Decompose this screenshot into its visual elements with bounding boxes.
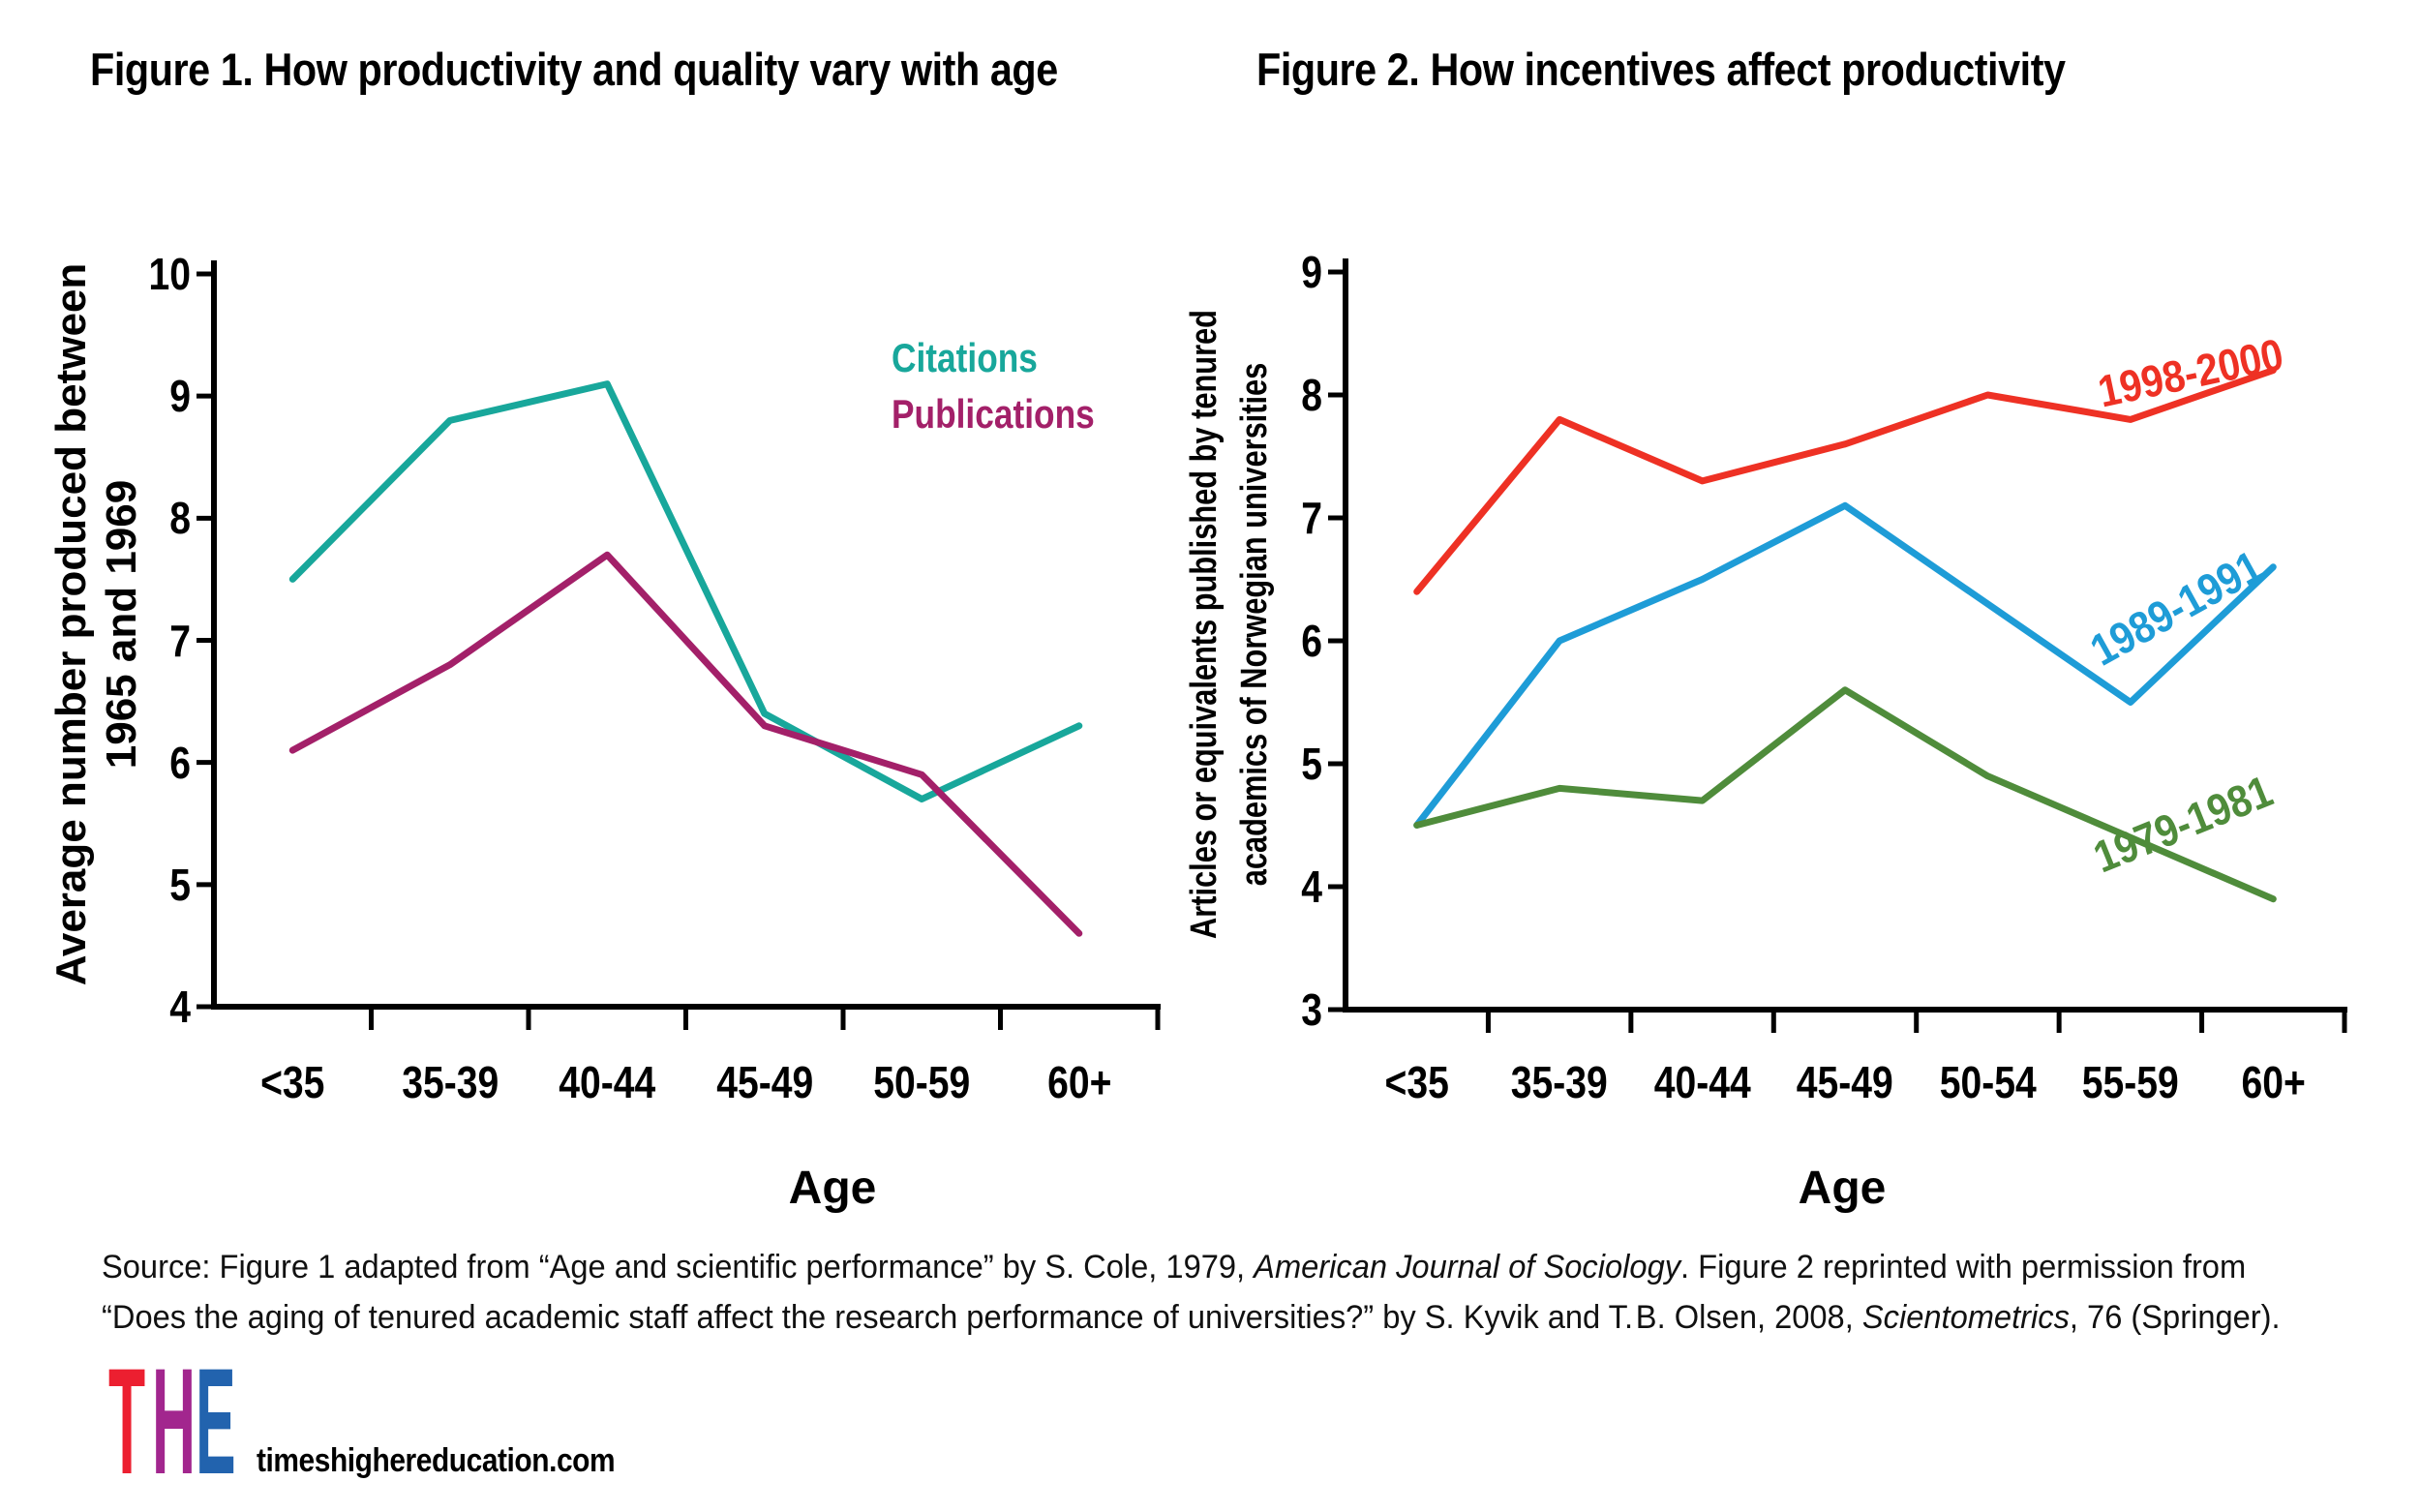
y-tick-label-fig2: 8 xyxy=(1301,370,1322,420)
source-text-segment: “Does the aging of tenured academic staf… xyxy=(102,1299,1862,1336)
series-line-citations xyxy=(288,380,1083,802)
source-italic-segment: American Journal of Sociology xyxy=(1254,1249,1681,1285)
legend-item-citations: Citations xyxy=(892,335,1038,380)
source-italic-segment: Scientometrics xyxy=(1861,1299,2070,1336)
x-category-label-fig2: 55-59 xyxy=(2081,1057,2179,1107)
x-category-label-fig1: <35 xyxy=(260,1057,325,1107)
source-text-segment: . Figure 2 reprinted with permission fro… xyxy=(1680,1249,2247,1285)
y-tick-label-fig2: 5 xyxy=(1301,739,1322,789)
x-category-label-fig1: 35-39 xyxy=(401,1057,499,1107)
source-text-segment: Source: Figure 1 adapted from “Age and s… xyxy=(102,1249,1255,1285)
y-tick-label-fig1: 10 xyxy=(148,249,191,299)
logo-letter-h: H xyxy=(152,1338,197,1506)
logo-letter-e: E xyxy=(196,1338,236,1506)
x-category-label-fig1: 40-44 xyxy=(559,1057,656,1107)
x-category-label-fig2: 50-54 xyxy=(1939,1057,2037,1107)
the-logo: THE xyxy=(108,1338,239,1506)
x-category-label-fig1: 45-49 xyxy=(715,1057,813,1107)
source-line: Source: Figure 1 adapted from “Age and s… xyxy=(102,1242,2378,1292)
figure2-x-axis-title: Age xyxy=(1798,1163,1887,1214)
legend-item-publications: Publications xyxy=(892,391,1095,437)
x-category-label-fig2: 60+ xyxy=(2241,1057,2306,1107)
website-text: timeshighereducation.com xyxy=(257,1442,616,1479)
y-tick-label-fig1: 4 xyxy=(169,982,191,1032)
y-tick-label-fig1: 6 xyxy=(169,737,191,788)
source-note: Source: Figure 1 adapted from “Age and s… xyxy=(102,1242,2378,1343)
y-tick-label-fig1: 5 xyxy=(169,859,191,910)
x-category-label-fig2: 45-49 xyxy=(1796,1057,1893,1107)
y-tick-label-fig1: 9 xyxy=(169,371,191,422)
series-line-1998-2000 xyxy=(1413,367,2277,595)
x-category-label-fig1: 60+ xyxy=(1046,1057,1111,1107)
x-category-label-fig2: 35-39 xyxy=(1511,1057,1609,1107)
figure1-y-axis-label-line1: Average number produced between xyxy=(47,262,95,986)
y-tick-label-fig2: 4 xyxy=(1301,862,1322,912)
source-line: “Does the aging of tenured academic staf… xyxy=(102,1292,2378,1343)
figure1-x-axis-title: Age xyxy=(788,1163,877,1214)
source-text-segment: , 76 (Springer). xyxy=(2069,1299,2281,1336)
series-line-1979-1981 xyxy=(1413,686,2277,903)
y-tick-label-fig2: 7 xyxy=(1301,493,1322,543)
y-tick-label-fig2: 9 xyxy=(1301,247,1322,297)
x-category-label-fig2: <35 xyxy=(1384,1057,1449,1107)
series-line-1989-1991 xyxy=(1413,501,2277,829)
y-tick-label-fig1: 8 xyxy=(169,493,191,544)
y-tick-label-fig2: 6 xyxy=(1301,616,1322,666)
x-category-label-fig2: 40-44 xyxy=(1653,1057,1751,1107)
y-tick-label-fig1: 7 xyxy=(169,615,191,666)
figure2-y-axis-label-line1: Articles or equivalents published by ten… xyxy=(1184,310,1225,939)
x-category-label-fig1: 50-59 xyxy=(873,1057,971,1107)
y-tick-label-fig2: 3 xyxy=(1301,984,1322,1035)
figure1-title: Figure 1. How productivity and quality v… xyxy=(90,44,1058,95)
logo-letter-t: T xyxy=(108,1338,146,1506)
series-line-publications xyxy=(288,551,1083,937)
figure2-title: Figure 2. How incentives affect producti… xyxy=(1256,44,2066,95)
